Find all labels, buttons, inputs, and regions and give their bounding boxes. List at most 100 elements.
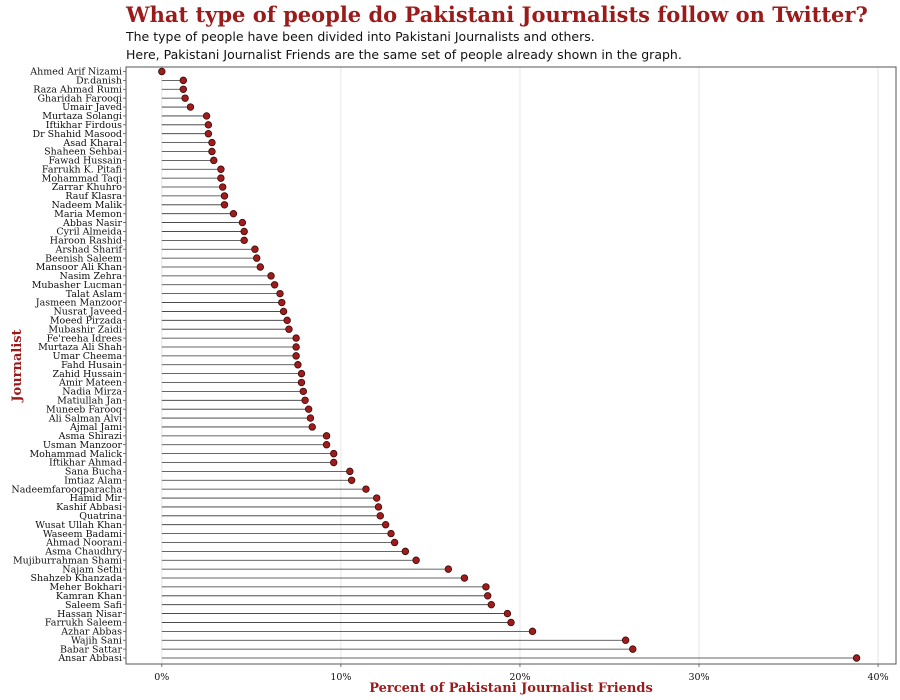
- y-tick-label: Maria Memon: [54, 209, 122, 220]
- chart-subtitle-2: Here, Pakistani Journalist Friends are t…: [126, 47, 682, 62]
- data-point: [372, 494, 381, 502]
- data-point: [376, 512, 384, 520]
- x-tick-label: 40%: [868, 672, 889, 683]
- data-point: [301, 396, 309, 404]
- data-point: [208, 147, 216, 156]
- y-tick-label: Ahmed Arif Nizami: [29, 67, 122, 78]
- data-point: [186, 103, 195, 111]
- data-point: [279, 307, 288, 316]
- x-tick-label: 0%: [154, 672, 169, 683]
- data-point: [292, 343, 300, 351]
- data-point: [210, 156, 218, 165]
- x-tick-label: 20%: [509, 672, 530, 683]
- data-point: [503, 609, 512, 618]
- data-point: [285, 325, 293, 333]
- data-point: [482, 583, 490, 591]
- y-tick-label: Iftikhar Ahmad: [49, 458, 122, 469]
- y-tick-label: Saleem Safi: [65, 600, 123, 611]
- data-point: [444, 565, 453, 573]
- y-tick-label: Umar Cheema: [52, 351, 122, 362]
- data-point: [297, 378, 306, 387]
- y-tick-label: Asma Shirazi: [58, 431, 122, 442]
- y-tick-label: Umair Javed: [62, 102, 122, 113]
- y-tick-label: Ansar Abbasi: [57, 653, 122, 664]
- y-tick-label: Dr.danish: [76, 76, 122, 87]
- data-point: [267, 272, 275, 280]
- data-point: [381, 521, 390, 529]
- data-point: [208, 138, 216, 147]
- y-tick-label: Shaheen Sehbai: [44, 147, 122, 158]
- y-tick-label: Rauf Klasra: [65, 191, 122, 202]
- data-point: [217, 174, 225, 182]
- y-tick-label: Arshad Sharif: [54, 244, 123, 255]
- data-point: [218, 183, 227, 191]
- y-tick-label: Abbas Nasir: [62, 218, 122, 229]
- y-tick-label: Imtiaz Alam: [64, 475, 122, 486]
- y-tick-label: Jasmeen Manzoor: [35, 298, 123, 309]
- data-point: [304, 405, 313, 413]
- data-point: [278, 298, 286, 307]
- data-point: [412, 556, 420, 564]
- y-tick-label: Quatrina: [79, 511, 122, 522]
- data-point: [387, 529, 395, 538]
- data-point: [204, 121, 213, 129]
- data-point: [220, 192, 229, 200]
- y-tick-label: Mubasher Lucman: [32, 280, 122, 291]
- y-tick-label: Meher Bokhari: [50, 582, 122, 593]
- data-point: [401, 547, 410, 556]
- data-point: [294, 361, 302, 369]
- y-tick-label: Matiullah Jan: [57, 395, 122, 406]
- y-tick-label: Waseem Badami: [43, 529, 122, 540]
- data-point: [460, 574, 469, 582]
- data-point: [297, 369, 306, 378]
- y-tick-label: Hamid Mir: [70, 493, 123, 504]
- data-point: [330, 449, 338, 458]
- y-tick-label: Usman Manzoor: [43, 440, 123, 451]
- data-point: [322, 432, 331, 440]
- y-tick-label: Beenish Saleem: [45, 253, 122, 264]
- data-point: [362, 485, 370, 493]
- y-tick-label: Najam Sethi: [62, 564, 122, 575]
- y-tick-label: Dr Shahid Masood: [32, 129, 122, 140]
- y-tick-label: Cyril Almeida: [56, 227, 122, 238]
- y-tick-label: Mohammad Malick: [29, 449, 122, 460]
- y-tick-label: Fahd Husain: [61, 360, 122, 371]
- chart-title: What type of people do Pakistani Journal…: [126, 2, 868, 27]
- y-tick-label: Gharidah Farooqi: [37, 93, 122, 104]
- y-tick-label: Azhar Abbas: [60, 627, 122, 638]
- x-tick-label: 10%: [330, 672, 351, 683]
- data-point: [158, 67, 166, 76]
- x-axis-title: Percent of Pakistani Journalist Friends: [369, 681, 653, 696]
- data-point: [306, 414, 315, 422]
- y-tick-label: Nadeem Malik: [51, 200, 122, 211]
- y-tick-label: Talat Aslam: [66, 289, 122, 300]
- data-point: [528, 627, 537, 636]
- data-point: [240, 227, 248, 236]
- data-point: [276, 289, 284, 298]
- data-point: [347, 476, 356, 484]
- x-tick-label: 30%: [688, 672, 709, 683]
- y-tick-label: Asad Kharal: [62, 138, 122, 149]
- y-tick-label: Kashif Abbasi: [56, 502, 122, 513]
- y-tick-label: Ajmal Jami: [69, 422, 122, 433]
- y-tick-label: Murtaza Solangi: [42, 111, 122, 122]
- chart-subtitle-1: The type of people have been divided int…: [126, 29, 595, 44]
- data-point: [229, 209, 238, 218]
- y-tick-label: Farrukh Saleem: [45, 618, 122, 629]
- y-tick-label: Mubashir Zaidi: [48, 324, 122, 335]
- y-tick-label: Babar Sattar: [60, 644, 122, 655]
- data-point: [238, 218, 247, 227]
- y-tick-label: Zahid Hussain: [53, 369, 123, 380]
- y-tick-label: Mansoor Ali Khan: [36, 262, 122, 273]
- y-tick-label: Kamran Khan: [56, 591, 122, 602]
- data-point: [390, 538, 399, 547]
- y-tick-label: Mohammad Taqi: [42, 173, 122, 184]
- data-point: [374, 503, 383, 511]
- y-tick-label: Haroon Rashid: [50, 236, 122, 247]
- data-point: [330, 458, 338, 467]
- y-tick-label: Sana Bucha: [65, 467, 123, 478]
- y-tick-label: Moeed Pirzada: [50, 316, 123, 327]
- y-tick-label: Farrukh K. Pitafi: [42, 164, 123, 175]
- y-tick-label: Ali Salman Alvi: [48, 413, 122, 424]
